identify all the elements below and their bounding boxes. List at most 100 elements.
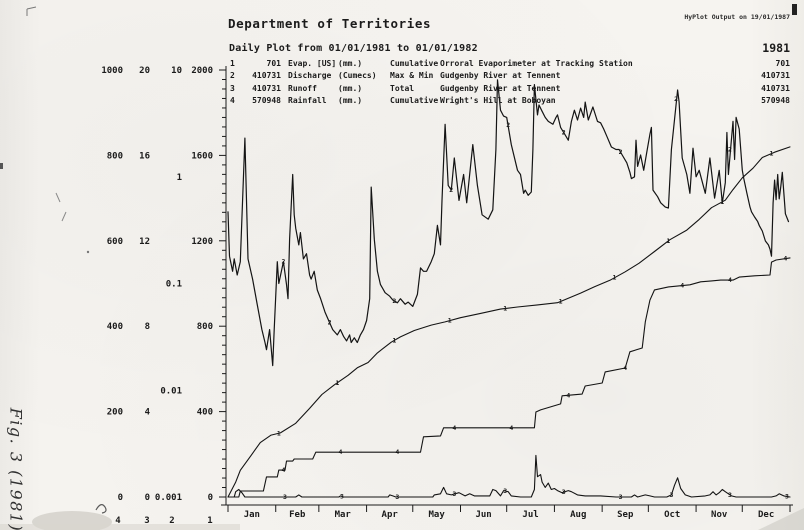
curve-number-label: 3 <box>728 491 732 499</box>
month-label: Aug <box>570 510 586 520</box>
axis-column-number: 1 <box>207 516 212 526</box>
axis-column-number: 2 <box>169 516 174 526</box>
curve-number-label: 3 <box>452 490 456 498</box>
curve-number-label: 3 <box>562 488 566 496</box>
legend-variable: Rainfall <box>288 96 327 105</box>
y-tick-label: 0.01 <box>160 386 182 396</box>
scan-mark-top-right <box>792 4 797 15</box>
scan-edge-mark <box>0 163 3 169</box>
month-label: Dec <box>758 510 774 520</box>
month-label: Oct <box>664 510 680 520</box>
legend: 1 701 Evap. [US] (mm.) Cumulative Orrora… <box>0 0 804 110</box>
month-label: Jan <box>244 510 260 520</box>
y-tick-label: 0.001 <box>155 493 182 503</box>
plot-range-subtitle: Daily Plot from 01/01/1981 to 01/01/1982 <box>229 43 478 54</box>
legend-station-id-right: 570948 <box>761 96 790 105</box>
legend-variable: Runoff <box>288 83 317 93</box>
month-label: Jul <box>522 510 538 520</box>
legend-station-id: 410731 <box>252 71 281 80</box>
curve-number-label: 2 <box>728 145 732 153</box>
legend-curve-number: 3 <box>230 83 235 93</box>
y-tick-label: 1000 <box>101 66 123 76</box>
month-label: Apr <box>382 510 399 520</box>
curve-number-label: 4 <box>728 276 732 284</box>
y-tick-label: 8 <box>145 322 150 332</box>
y-tick-label: 1200 <box>191 237 213 247</box>
legend-site: Orroral Evaporimeter at Tracking Station <box>440 58 633 68</box>
y-tick-label: 1 <box>177 173 182 183</box>
y-tick-label: 2000 <box>191 66 213 76</box>
axis-column-number: 4 <box>115 516 121 526</box>
curve-number-label: 1 <box>503 305 507 313</box>
legend-statistic: Cumulative <box>390 58 439 68</box>
curve-number-label: 2 <box>449 186 453 194</box>
legend-variable: Discharge <box>288 71 332 80</box>
curve-number-label: 4 <box>338 448 342 456</box>
curve-number-label: 3 <box>619 493 623 501</box>
series-4-curve <box>227 257 791 498</box>
month-label: Jun <box>475 510 491 520</box>
curve-number-label: 3 <box>340 492 344 500</box>
y-tick-label: 0 <box>118 493 123 503</box>
y-tick-label: 800 <box>107 151 123 161</box>
legend-site: Gudgenby River at Tennent <box>440 71 561 80</box>
axis-column-number: 3 <box>144 516 149 526</box>
print-stamp: HyPlot Output on 19/01/1987 <box>684 13 790 21</box>
legend-units: (mm.) <box>338 96 363 105</box>
month-label: Sep <box>617 510 634 520</box>
curve-number-label: 3 <box>503 487 507 495</box>
curve-number-label: 4 <box>566 391 570 399</box>
y-tick-label: 1600 <box>191 151 213 161</box>
curve-number-label: 2 <box>562 128 566 136</box>
legend-row-rainfall: 4 570948 Rainfall (mm.) Cumulative Wrigh… <box>0 96 804 107</box>
handwritten-figure-label: Fig. 3 (1981) <box>6 407 26 530</box>
y-tick-label: 10 <box>171 66 182 76</box>
curve-number-label: 2 <box>674 95 678 103</box>
legend-station-id-right: 410731 <box>761 83 790 93</box>
curve-number-label: 2 <box>328 319 332 327</box>
legend-statistic: Max & Min <box>390 71 434 80</box>
legend-station-id: 701 <box>266 58 281 68</box>
legend-variable: Evap. [US] <box>288 58 337 68</box>
legend-curve-number: 4 <box>230 96 235 105</box>
curve-number-label: 1 <box>448 317 452 325</box>
legend-units: (mm.) <box>338 83 363 93</box>
series-3-curve <box>227 454 791 498</box>
pencil-mark-left <box>55 192 67 222</box>
curve-number-label: 4 <box>452 424 456 432</box>
pencil-dot <box>86 250 90 254</box>
y-tick-label: 20 <box>139 66 150 76</box>
curve-number-label: 4 <box>395 448 399 456</box>
y-tick-label: 0 <box>208 493 213 503</box>
pencil-squiggle <box>95 504 107 514</box>
year-label: 1981 <box>762 41 790 55</box>
curve-number-label: 2 <box>281 258 285 266</box>
y-tick-label: 0.1 <box>166 280 182 290</box>
y-tick-label: 400 <box>197 408 213 418</box>
curve-number-label: 3 <box>283 493 287 501</box>
month-label: May <box>429 510 446 520</box>
legend-site: Wright's Hill at Boboyan <box>440 96 556 105</box>
scan-edge-band <box>0 524 240 530</box>
y-tick-label: 200 <box>107 408 123 418</box>
curve-number-label: 2 <box>619 148 623 156</box>
legend-curve-number: 1 <box>230 58 235 68</box>
month-label: Feb <box>289 510 306 520</box>
legend-row-evap: 1 701 Evap. [US] (mm.) Cumulative Orrora… <box>0 59 804 70</box>
legend-statistic: Total <box>390 83 415 93</box>
series-2-curve <box>227 79 790 367</box>
y-tick-label: 400 <box>107 322 123 332</box>
legend-station-id-right: 701 <box>775 58 790 68</box>
curve-number-label: 1 <box>277 429 281 437</box>
legend-station-id-right: 410731 <box>761 71 790 80</box>
legend-statistic: Cumulative <box>390 96 439 105</box>
y-tick-label: 12 <box>139 237 150 247</box>
month-label: Mar <box>335 510 352 520</box>
curve-number-label: 1 <box>666 237 670 245</box>
month-label: Nov <box>711 510 728 520</box>
scan-corner-shadow <box>758 508 804 530</box>
curve-number-label: 1 <box>392 336 396 344</box>
page-title: Department of Territories <box>228 16 432 31</box>
curve-number-label: 1 <box>770 150 774 158</box>
